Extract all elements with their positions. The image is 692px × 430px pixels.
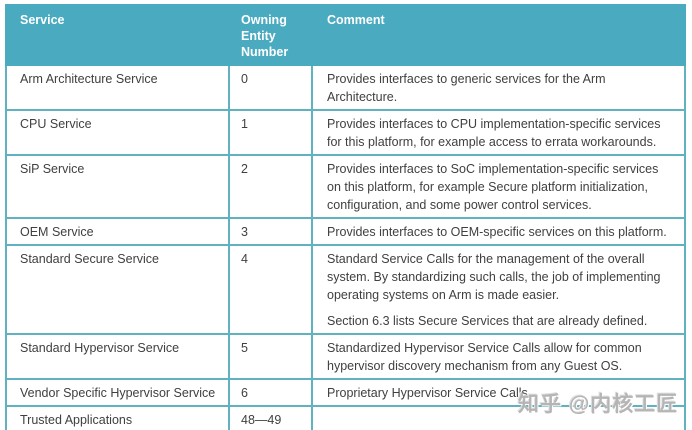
owning-entity-cell: 3	[228, 217, 313, 246]
comment-paragraph: Provides interfaces to SoC implementatio…	[327, 162, 659, 212]
comment-paragraph: Standardized Hypervisor Service Calls al…	[327, 341, 642, 373]
owning-entity-cell: 48—49	[228, 405, 313, 430]
table-row: Trusted Applications 48—49	[5, 405, 686, 430]
comment-paragraph: Provides interfaces to CPU implementatio…	[327, 117, 661, 149]
column-header-owning-entity-number: Owning Entity Number	[228, 4, 313, 66]
comment-cell: Proprietary Hypervisor Service Calls.	[311, 378, 686, 407]
service-cell: SiP Service	[5, 154, 230, 219]
comment-cell: Provides interfaces to SoC implementatio…	[311, 154, 686, 219]
table-row: CPU Service 1 Provides interfaces to CPU…	[5, 109, 686, 156]
comment-cell: Standardized Hypervisor Service Calls al…	[311, 333, 686, 380]
table-header: Service Owning Entity Number Comment	[5, 4, 686, 66]
services-table: Service Owning Entity Number Comment Arm…	[5, 4, 686, 430]
service-cell: Arm Architecture Service	[5, 64, 230, 111]
service-cell: OEM Service	[5, 217, 230, 246]
owning-entity-cell: 4	[228, 244, 313, 335]
comment-cell	[311, 405, 686, 430]
column-header-comment: Comment	[311, 4, 686, 66]
owning-entity-cell: 2	[228, 154, 313, 219]
table-row: Standard Hypervisor Service 5 Standardiz…	[5, 333, 686, 380]
table-row: Arm Architecture Service 0 Provides inte…	[5, 64, 686, 111]
column-header-service: Service	[5, 4, 230, 66]
owning-entity-cell: 6	[228, 378, 313, 407]
owning-entity-cell: 1	[228, 109, 313, 156]
owning-entity-cell: 5	[228, 333, 313, 380]
owning-entity-cell: 0	[228, 64, 313, 111]
table-body: Arm Architecture Service 0 Provides inte…	[5, 64, 686, 430]
table-row: OEM Service 3 Provides interfaces to OEM…	[5, 217, 686, 246]
table-row: SiP Service 2 Provides interfaces to SoC…	[5, 154, 686, 219]
header-row: Service Owning Entity Number Comment	[5, 4, 686, 66]
service-cell: Trusted Applications	[5, 405, 230, 430]
service-cell: CPU Service	[5, 109, 230, 156]
comment-paragraph: Provides interfaces to generic services …	[327, 72, 606, 104]
comment-paragraph: Provides interfaces to OEM-specific serv…	[327, 225, 667, 239]
comment-paragraph: Standard Service Calls for the managemen…	[327, 252, 661, 302]
comment-paragraph: Section 6.3 lists Secure Services that a…	[327, 314, 648, 328]
comment-paragraph: Proprietary Hypervisor Service Calls.	[327, 386, 532, 400]
comment-cell: Provides interfaces to OEM-specific serv…	[311, 217, 686, 246]
comment-cell: Standard Service Calls for the managemen…	[311, 244, 686, 335]
comment-cell: Provides interfaces to CPU implementatio…	[311, 109, 686, 156]
comment-cell: Provides interfaces to generic services …	[311, 64, 686, 111]
service-cell: Standard Secure Service	[5, 244, 230, 335]
table-row: Vendor Specific Hypervisor Service 6 Pro…	[5, 378, 686, 407]
table-row: Standard Secure Service 4 Standard Servi…	[5, 244, 686, 335]
service-cell: Standard Hypervisor Service	[5, 333, 230, 380]
service-cell: Vendor Specific Hypervisor Service	[5, 378, 230, 407]
